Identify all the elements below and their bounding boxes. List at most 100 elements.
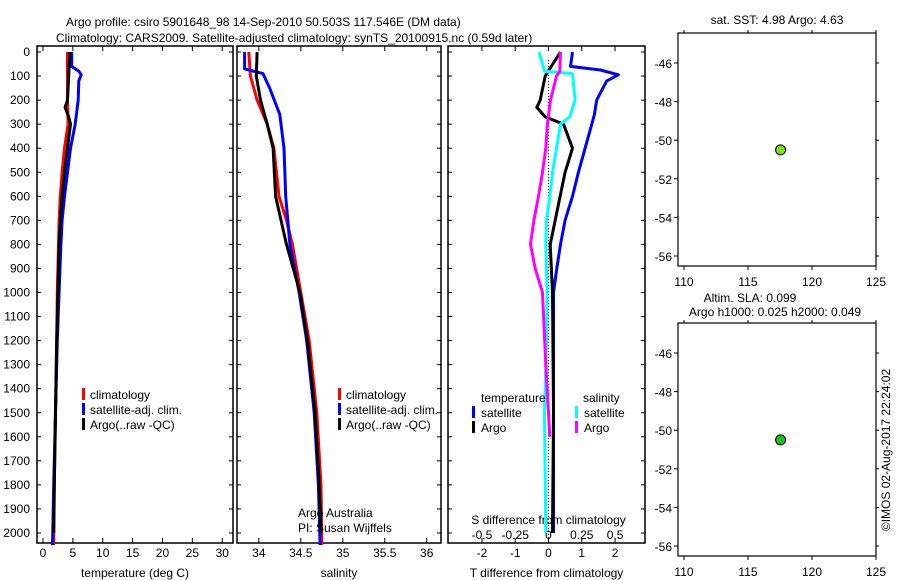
series-line-argo-salinity	[529, 51, 562, 437]
legend-label: Argo	[584, 421, 610, 435]
legend-swatch	[82, 388, 85, 400]
depth-tick-label: 800	[10, 237, 30, 251]
lon-tick-label: 115	[738, 565, 757, 579]
map-shade	[808, 184, 822, 202]
map-shade	[845, 384, 865, 412]
map-shade	[839, 415, 859, 465]
lat-tick-label: -54	[655, 211, 673, 225]
sla-map-title: Altim. SLA: 0.099	[704, 291, 797, 305]
s-tick-label: 0	[545, 528, 552, 542]
depth-tick-label: 1500	[3, 406, 30, 420]
map-shade	[797, 371, 833, 401]
series-line-climatology	[247, 51, 324, 546]
argo-location-marker	[775, 434, 787, 446]
map-shade	[813, 518, 863, 548]
lat-tick-label: -46	[655, 57, 673, 71]
x-tick-label: -1	[510, 546, 521, 560]
map-shade	[737, 336, 767, 376]
x-tick-label: 34.5	[289, 546, 313, 560]
argo-location-marker	[775, 144, 787, 156]
legend-label: climatology	[346, 388, 406, 402]
lon-tick-label: 120	[802, 275, 822, 289]
x-tick-label: 35.5	[373, 546, 397, 560]
legend-swatch	[338, 403, 341, 415]
series-line-argo-raw-qc-	[254, 51, 323, 534]
sla-map: 110 115 120 125 -46 -48 -50 -52 -54 -56 Altim. SLA…	[655, 291, 887, 579]
x-tick-label: -2	[477, 546, 488, 560]
depth-tick-label: 1100	[4, 310, 30, 324]
temperature-profile: 0100200300400500600700800900100011001200…	[3, 45, 234, 580]
legend-title-salinity: salinity	[583, 391, 620, 405]
x-tick-label: 34	[252, 546, 266, 560]
depth-tick-label: 1800	[3, 478, 30, 492]
map-shade	[684, 323, 714, 343]
plot-frame	[36, 45, 234, 544]
depth-tick-label: 500	[10, 165, 30, 179]
legend-label: satellite	[584, 406, 625, 420]
map-frame	[677, 32, 877, 267]
lat-tick-label: -46	[655, 347, 673, 361]
legend-swatch	[338, 418, 341, 430]
annotation-pi: PI: Susan Wijffels	[298, 521, 392, 535]
depth-tick-label: 900	[10, 261, 30, 275]
depth-tick-label: 1900	[3, 502, 30, 516]
lat-tick-label: -50	[655, 134, 673, 148]
s-tick-label: 0.5	[607, 528, 624, 542]
plot-frame	[236, 45, 442, 544]
s-tick-label: 0.25	[570, 528, 594, 542]
map-frame	[677, 322, 877, 557]
imos-credit: ©IMOS 02-Aug-2017 22:24:02	[879, 369, 893, 532]
lon-tick-label: 125	[866, 275, 886, 289]
legend-swatch	[575, 406, 578, 418]
s-tick-label: -0.25	[502, 528, 530, 542]
legend-label: satellite-adj. clim.	[90, 403, 182, 417]
legend-swatch	[82, 418, 85, 430]
lat-tick-label: -48	[655, 386, 673, 400]
depth-tick-label: 200	[10, 93, 30, 107]
map-shade	[734, 185, 784, 221]
figure-title-line2: Climatology: CARS2009. Satellite-adjuste…	[56, 31, 532, 45]
depth-tick-label: 700	[10, 213, 30, 227]
map-shade	[770, 110, 794, 130]
depth-tick-label: 1400	[3, 382, 30, 396]
lon-tick-label: 125	[866, 565, 886, 579]
map-shade	[844, 133, 860, 153]
map-shade	[728, 453, 748, 493]
depth-tick-label: 1300	[3, 358, 30, 372]
series-line-argo-raw-qc-	[52, 51, 72, 534]
depth-tick-label: 1600	[3, 430, 30, 444]
legend-label: Argo(..raw -QC)	[346, 418, 431, 432]
map-shade	[835, 373, 875, 433]
figure-title-line1: Argo profile: csiro 5901648_98 14-Sep-20…	[66, 15, 461, 29]
series-line-argo-temperature	[535, 51, 574, 534]
lon-tick-label: 115	[738, 275, 757, 289]
map-shade	[735, 470, 775, 530]
legend-swatch	[82, 403, 85, 415]
lat-tick-label: -48	[655, 96, 673, 110]
legend-label: satellite	[481, 406, 522, 420]
map-shade	[795, 415, 835, 471]
map-shade	[790, 335, 814, 365]
legend-swatch	[472, 421, 475, 433]
depth-tick-label: 1200	[3, 334, 30, 348]
lon-tick-label: 110	[674, 565, 693, 579]
map-shade	[805, 474, 825, 498]
sla-map-subtitle: Argo h1000: 0.025 h2000: 0.049	[689, 305, 861, 319]
depth-tick-label: 600	[10, 189, 30, 203]
map-shade	[668, 23, 888, 203]
x-tick-label: 0	[545, 546, 552, 560]
lat-tick-label: -56	[655, 250, 673, 264]
lat-tick-label: -52	[655, 463, 673, 477]
map-shade	[713, 165, 803, 201]
lon-tick-label: 110	[674, 275, 693, 289]
lat-tick-label: -56	[655, 540, 673, 554]
s-tick-label: -0.5	[472, 528, 493, 542]
map-shade	[708, 433, 768, 473]
x-tick-label: 1	[578, 546, 585, 560]
depth-tick-label: 300	[10, 117, 30, 131]
sla-map-image	[665, 323, 885, 556]
x-tick-label: 25	[186, 546, 200, 560]
legend-swatch	[575, 421, 578, 433]
